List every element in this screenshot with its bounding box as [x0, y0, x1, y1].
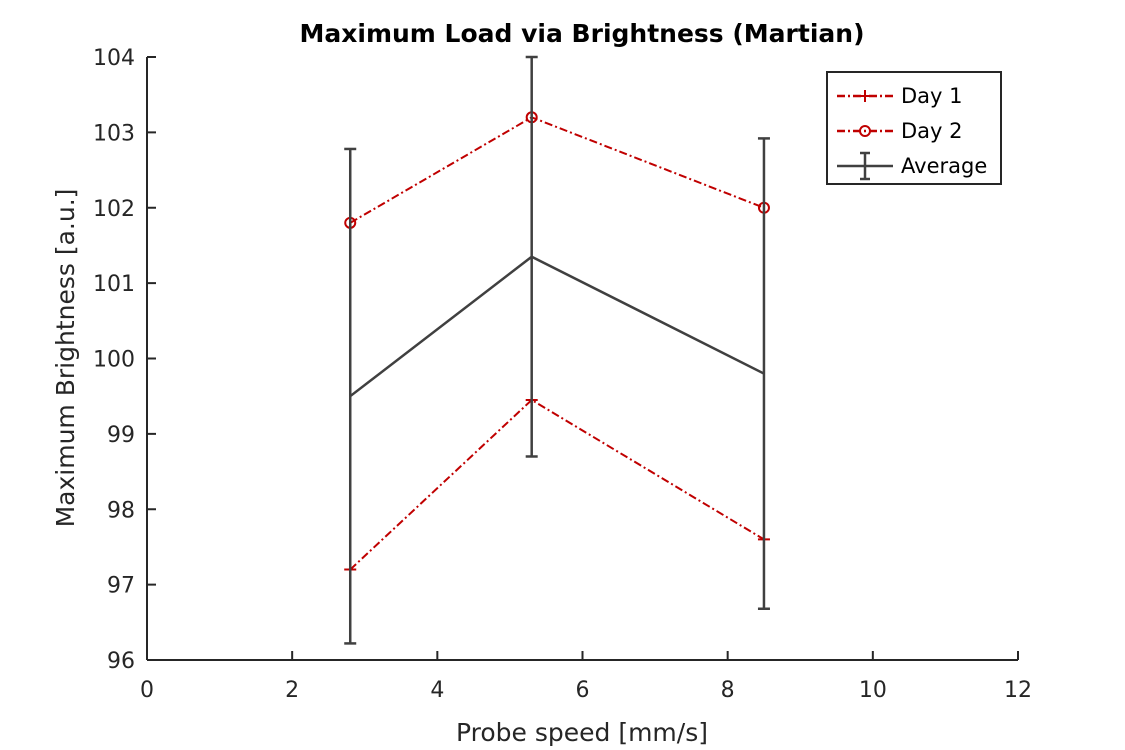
- series-line: [349, 255, 765, 398]
- y-tick-label: 101: [93, 272, 135, 297]
- x-tick-label: 6: [576, 678, 590, 703]
- y-tick-label: 97: [107, 574, 135, 599]
- x-tick-label: 10: [859, 678, 887, 703]
- y-tick-label: 102: [93, 197, 135, 222]
- legend-item-average[interactable]: Average: [837, 151, 987, 181]
- legend-marker-sample: [859, 90, 871, 102]
- x-tick-label: 0: [140, 678, 154, 703]
- y-axis-label: Maximum Brightness [a.u.]: [51, 189, 80, 528]
- plot-area: [344, 55, 770, 645]
- legend-label: Day 2: [901, 119, 963, 143]
- y-tick-label: 104: [93, 46, 135, 71]
- legend-marker-sample: [859, 125, 871, 137]
- chart-title: Maximum Load via Brightness (Martian): [300, 19, 865, 48]
- y-tick-label: 100: [93, 348, 135, 373]
- y-tick-label: 99: [107, 423, 135, 448]
- x-tick-label: 2: [285, 678, 299, 703]
- legend-item-day-1[interactable]: Day 1: [837, 84, 963, 108]
- legend-label: Average: [901, 154, 987, 178]
- legend-item-day-2[interactable]: Day 2: [837, 119, 963, 143]
- axes: 0 2 4 6 8 10 12 96 97 98 99 100 101 102 103 104: [93, 46, 1032, 703]
- series-average: [344, 55, 770, 645]
- legend[interactable]: Day 1 Day 2 Average: [826, 71, 1002, 185]
- x-tick-label: 8: [721, 678, 735, 703]
- legend-label: Day 1: [901, 84, 963, 108]
- y-tick-label: 103: [93, 121, 135, 146]
- series-line: [349, 398, 765, 571]
- y-tick-label: 98: [107, 498, 135, 523]
- x-tick-label: 4: [430, 678, 444, 703]
- x-axis-label: Probe speed [mm/s]: [456, 718, 708, 747]
- x-tick-label: 12: [1004, 678, 1032, 703]
- y-tick-label: 96: [107, 649, 135, 674]
